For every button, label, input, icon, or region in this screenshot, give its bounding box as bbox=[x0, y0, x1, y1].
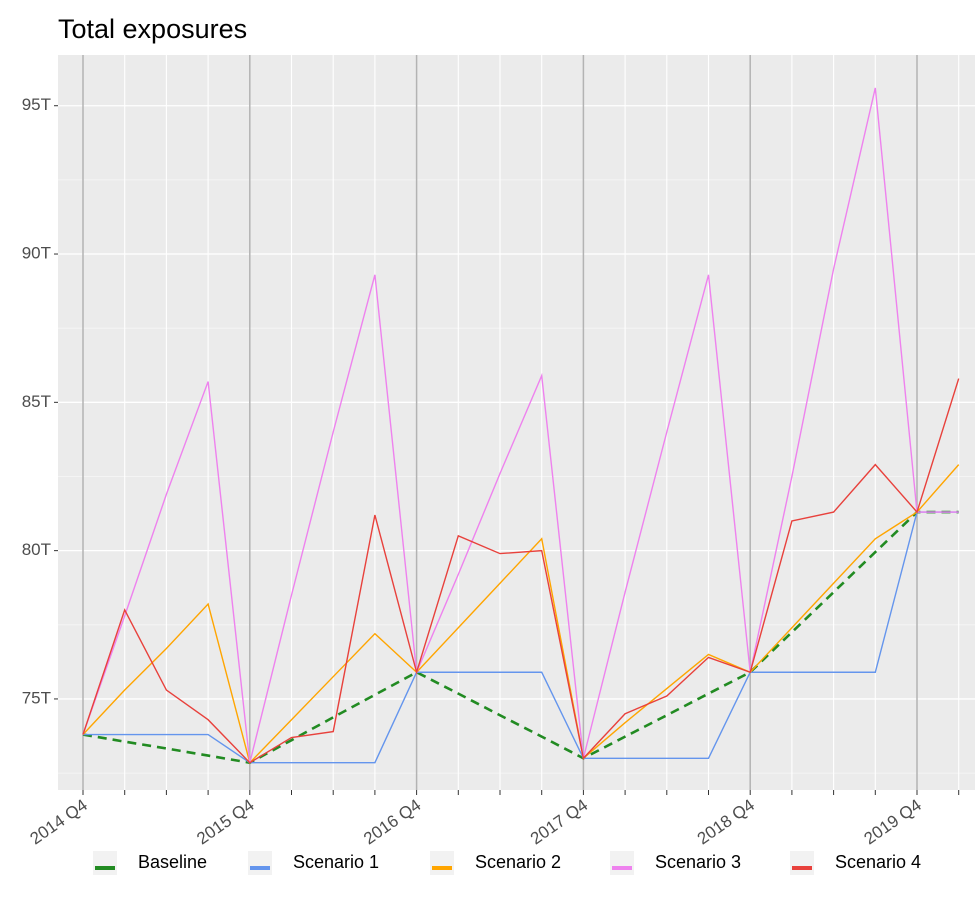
x-tick-label: 2019 Q4 bbox=[861, 795, 925, 848]
legend-label: Baseline bbox=[138, 852, 207, 872]
legend-label: Scenario 2 bbox=[475, 852, 561, 872]
chart-title: Total exposures bbox=[58, 14, 247, 44]
legend-label: Scenario 3 bbox=[655, 852, 741, 872]
legend-key bbox=[610, 851, 634, 875]
y-tick-label: 75T bbox=[22, 688, 51, 707]
x-tick-label: 2016 Q4 bbox=[360, 795, 424, 848]
x-tick-label: 2018 Q4 bbox=[694, 795, 758, 848]
series-line bbox=[82, 87, 959, 763]
plot-background bbox=[58, 55, 975, 790]
y-tick-label: 85T bbox=[22, 392, 51, 411]
legend-key bbox=[93, 851, 117, 875]
legend-key bbox=[248, 851, 272, 875]
series-line bbox=[82, 378, 960, 764]
y-tick-label: 80T bbox=[22, 540, 51, 559]
legend-key bbox=[790, 851, 814, 875]
y-tick-label: 90T bbox=[22, 244, 51, 263]
legend-label: Scenario 4 bbox=[835, 852, 921, 872]
x-tick-label: 2015 Q4 bbox=[193, 795, 257, 848]
x-tick-label: 2014 Q4 bbox=[27, 795, 91, 848]
legend-key bbox=[430, 851, 454, 875]
series-line bbox=[83, 511, 959, 764]
series-line bbox=[82, 464, 960, 765]
legend-label: Scenario 1 bbox=[293, 852, 379, 872]
x-tick-label: 2017 Q4 bbox=[527, 795, 591, 848]
y-tick-label: 95T bbox=[22, 95, 51, 114]
